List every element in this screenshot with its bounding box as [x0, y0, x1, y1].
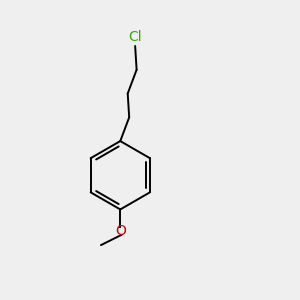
Text: Cl: Cl [128, 31, 142, 44]
Text: O: O [115, 224, 126, 238]
